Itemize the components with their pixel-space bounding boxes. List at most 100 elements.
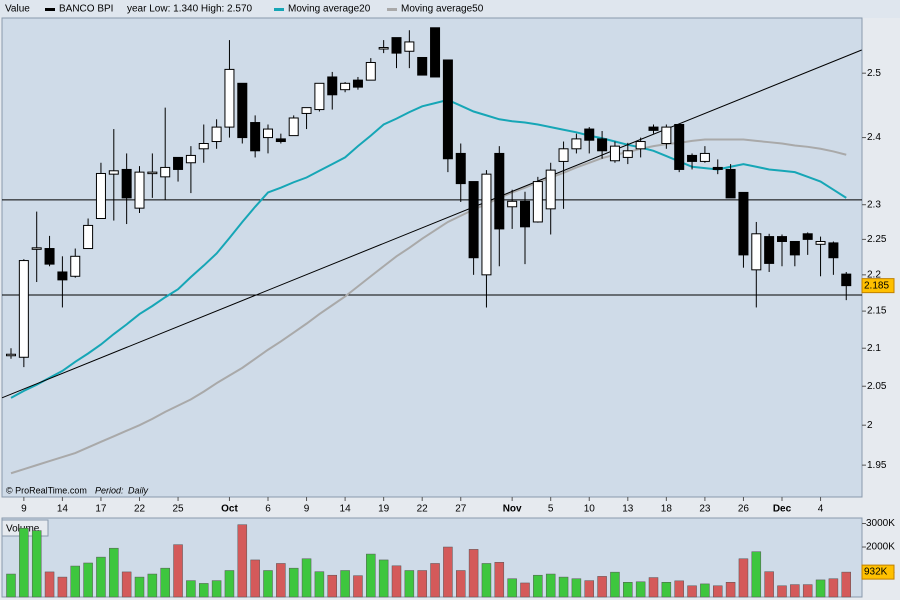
legend-entry: Moving average50: [401, 4, 484, 15]
volume-bar: [468, 549, 479, 598]
volume-bar: [507, 578, 517, 598]
candle-body: [545, 169, 556, 210]
candle-body: [327, 76, 338, 96]
candle-body: [6, 353, 16, 357]
volume-bar: [700, 583, 710, 598]
volume-bar: [713, 585, 723, 598]
x-tick-label: 22: [134, 504, 146, 515]
candle-body: [31, 247, 42, 250]
candle-body: [288, 117, 299, 137]
candle-body: [147, 171, 158, 175]
volume-bar: [648, 577, 659, 598]
volume-bar: [199, 583, 209, 598]
period: Daily: [128, 485, 149, 495]
candle-body: [70, 255, 81, 277]
legend-swatch: [45, 8, 55, 11]
candle-body: [802, 233, 813, 240]
candle-body: [738, 191, 749, 256]
candle-body: [224, 68, 235, 128]
candle-body: [391, 37, 402, 54]
candle-body: [635, 141, 646, 150]
candle-body: [699, 152, 710, 162]
candle-body: [507, 200, 518, 208]
legend-bar: [0, 0, 900, 18]
x-tick-label: 27: [455, 504, 467, 515]
x-tick-label: 14: [340, 504, 352, 515]
candle-body: [828, 242, 839, 259]
last-value-label: 2.185: [864, 280, 889, 291]
volume-bar: [494, 562, 505, 598]
candle-body: [185, 154, 196, 164]
volume-bar: [314, 571, 325, 598]
volume-bar: [802, 584, 813, 598]
candle-body: [365, 61, 376, 81]
x-tick-label: 6: [265, 504, 271, 515]
y-tick-label: 2.1: [867, 343, 881, 354]
volume-bar: [815, 579, 826, 598]
x-tick-label: Nov: [503, 504, 522, 515]
candle-body: [571, 138, 582, 150]
candle-body: [777, 236, 787, 242]
legend-entry: Moving average20: [288, 4, 371, 15]
candle-body: [558, 148, 569, 162]
candle-body: [108, 170, 119, 175]
volume-bar: [738, 558, 749, 598]
volume-bar: [57, 576, 68, 598]
candle-body: [173, 156, 184, 170]
price-panel: [1, 17, 863, 498]
volume-bar: [19, 527, 29, 598]
y-tick-label: 2.25: [867, 234, 887, 245]
volume-bar: [456, 570, 466, 598]
y-tick-label: 2: [867, 420, 873, 431]
candle-body: [494, 152, 505, 230]
volume-bar: [83, 562, 93, 598]
candle-body: [841, 273, 852, 287]
subtitle: year Low: 1.340 High: 2.570: [127, 4, 253, 15]
volume-bar: [777, 585, 787, 598]
volume-bar: [134, 576, 145, 598]
candle-body: [481, 173, 492, 276]
credit: © ProRealTime.com: [6, 485, 87, 495]
volume-bar: [288, 567, 299, 598]
volume-bar: [430, 563, 440, 598]
x-tick-label: 23: [699, 504, 711, 515]
candle-body: [661, 126, 672, 145]
last-value-box: [861, 278, 895, 294]
legend-label: Value: [5, 4, 30, 15]
y-tick-label: 2.4: [867, 132, 881, 143]
candle-body: [622, 150, 633, 158]
candle-body: [134, 171, 145, 209]
volume-bar: [327, 574, 337, 598]
legend-swatch: [387, 8, 397, 11]
candle-body: [712, 166, 723, 170]
legend-entry: BANCO BPI: [59, 4, 113, 15]
volume-bar: [70, 565, 80, 598]
y-tick-label: 2000K: [866, 542, 895, 553]
volume-bar: [353, 575, 363, 598]
volume-bar: [674, 580, 684, 598]
last-value-label: 932K: [864, 567, 888, 578]
candle-body: [520, 200, 530, 228]
volume-bar: [725, 582, 736, 598]
x-tick-label: Oct: [221, 504, 238, 515]
volume-bar: [558, 576, 569, 598]
y-tick-label: 1.95: [867, 460, 887, 471]
legend-swatch: [274, 8, 284, 11]
volume-bar: [263, 570, 273, 598]
candle-body: [442, 59, 453, 160]
volume-bar: [250, 559, 260, 598]
candle-body: [57, 271, 68, 281]
trendline: [1, 49, 862, 399]
candle-body: [95, 172, 106, 219]
y-tick-label: 2.3: [867, 199, 881, 210]
volume-bar: [841, 571, 851, 598]
candle-body: [275, 138, 286, 143]
y-tick-label: 2.05: [867, 381, 887, 392]
candle-body: [725, 168, 736, 199]
volume-bar: [6, 573, 16, 598]
period-label: Period:: [95, 485, 124, 495]
x-tick-label: 4: [818, 504, 824, 515]
candle-body: [263, 128, 273, 139]
candle-body: [789, 240, 800, 256]
